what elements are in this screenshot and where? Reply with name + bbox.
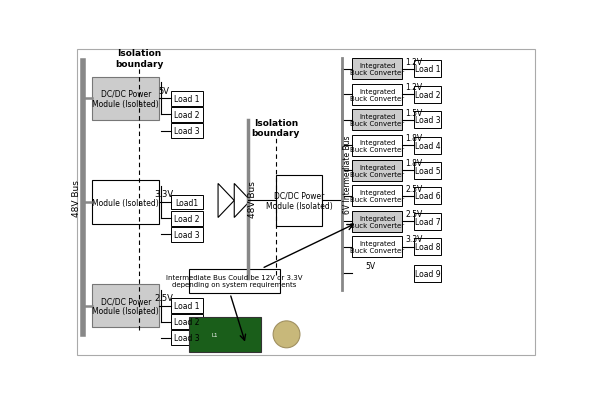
Bar	[414, 112, 441, 129]
Text: Load 5: Load 5	[415, 166, 441, 176]
Bar	[171, 315, 203, 329]
Text: 1.8V: 1.8V	[405, 134, 423, 143]
Bar	[352, 110, 402, 131]
Text: Load1: Load1	[176, 198, 199, 207]
Text: 2.5V: 2.5V	[405, 184, 423, 193]
Text: Integrated
Buck Converter: Integrated Buck Converter	[350, 89, 404, 101]
Text: Module (Isolated): Module (Isolated)	[93, 198, 159, 207]
Text: 1.2V: 1.2V	[405, 58, 423, 67]
Bar	[171, 195, 203, 210]
Text: 2.5V: 2.5V	[405, 210, 423, 219]
Text: 6V Intermediate Bus: 6V Intermediate Bus	[343, 136, 352, 214]
Bar	[414, 87, 441, 103]
Text: Load 1: Load 1	[174, 95, 200, 103]
Text: Intermediate Bus Could be 12V or 3.3V
depending on system requirements: Intermediate Bus Could be 12V or 3.3V de…	[166, 275, 303, 288]
Text: 1.2V: 1.2V	[405, 83, 423, 92]
Ellipse shape	[273, 321, 300, 348]
Bar	[414, 162, 441, 180]
Bar	[352, 237, 402, 257]
Text: Load 2: Load 2	[174, 318, 200, 326]
Text: 2.5V: 2.5V	[155, 293, 173, 302]
Bar	[92, 181, 159, 224]
Text: 1.5V: 1.5V	[405, 108, 423, 117]
Text: Load 3: Load 3	[415, 116, 441, 125]
Bar	[171, 211, 203, 226]
Bar	[171, 298, 203, 313]
Text: Integrated
Buck Converter: Integrated Buck Converter	[350, 241, 404, 253]
Bar	[189, 269, 279, 294]
Bar	[171, 227, 203, 242]
Text: Isolation
boundary: Isolation boundary	[252, 119, 300, 138]
Bar	[352, 186, 402, 207]
Text: DC/DC Power
Module (Isolated): DC/DC Power Module (Isolated)	[266, 191, 333, 211]
Text: Load 1: Load 1	[415, 65, 441, 74]
Text: Integrated
Buck Converter: Integrated Buck Converter	[350, 190, 404, 203]
Polygon shape	[234, 184, 251, 218]
Text: Load 2: Load 2	[415, 91, 441, 99]
Text: DC/DC Power
Module (Isolated): DC/DC Power Module (Isolated)	[93, 89, 159, 109]
Text: Load 9: Load 9	[415, 269, 441, 278]
Text: 48V Bus: 48V Bus	[72, 180, 81, 216]
Bar	[171, 124, 203, 139]
Bar	[171, 331, 203, 346]
Bar	[352, 160, 402, 182]
Text: Load 6: Load 6	[415, 192, 441, 201]
Bar	[171, 92, 203, 107]
Bar	[276, 176, 322, 227]
Text: Load 3: Load 3	[174, 230, 200, 239]
Bar	[414, 188, 441, 205]
Text: 1.8V: 1.8V	[405, 159, 423, 168]
Text: Integrated
Buck Converter: Integrated Buck Converter	[350, 63, 404, 76]
Bar	[352, 211, 402, 232]
Text: Load 2: Load 2	[174, 214, 200, 223]
Bar	[414, 239, 441, 255]
Bar	[352, 135, 402, 156]
Text: Isolation
boundary: Isolation boundary	[115, 49, 164, 69]
Polygon shape	[218, 184, 234, 218]
Text: Integrated
Buck Converter: Integrated Buck Converter	[350, 215, 404, 228]
Bar	[352, 59, 402, 80]
Text: Integrated
Buck Converter: Integrated Buck Converter	[350, 114, 404, 127]
Text: Integrated
Buck Converter: Integrated Buck Converter	[350, 164, 404, 178]
Text: Load 8: Load 8	[415, 243, 441, 251]
Text: 5V: 5V	[158, 86, 170, 95]
Text: L1: L1	[211, 332, 218, 337]
Bar	[92, 77, 159, 121]
Text: Load 3: Load 3	[174, 127, 200, 136]
Bar	[171, 108, 203, 123]
Bar	[352, 85, 402, 105]
Text: DC/DC Power
Module (Isolated): DC/DC Power Module (Isolated)	[93, 296, 159, 316]
Text: 48V Bus: 48V Bus	[248, 181, 257, 218]
Bar	[414, 137, 441, 154]
Text: Load 1: Load 1	[174, 302, 200, 310]
Bar	[414, 61, 441, 78]
Bar	[414, 213, 441, 230]
Text: Load 2: Load 2	[174, 111, 200, 119]
Text: Load 3: Load 3	[174, 334, 200, 342]
Bar	[189, 317, 261, 352]
Bar	[92, 284, 159, 328]
Text: 3.3V: 3.3V	[405, 235, 423, 244]
Text: 5V: 5V	[366, 261, 376, 270]
Bar	[414, 265, 441, 282]
Text: Load 7: Load 7	[415, 217, 441, 226]
Text: Integrated
Buck Converter: Integrated Buck Converter	[350, 139, 404, 152]
Text: Load 4: Load 4	[415, 141, 441, 150]
Text: 3.3V: 3.3V	[155, 190, 174, 199]
